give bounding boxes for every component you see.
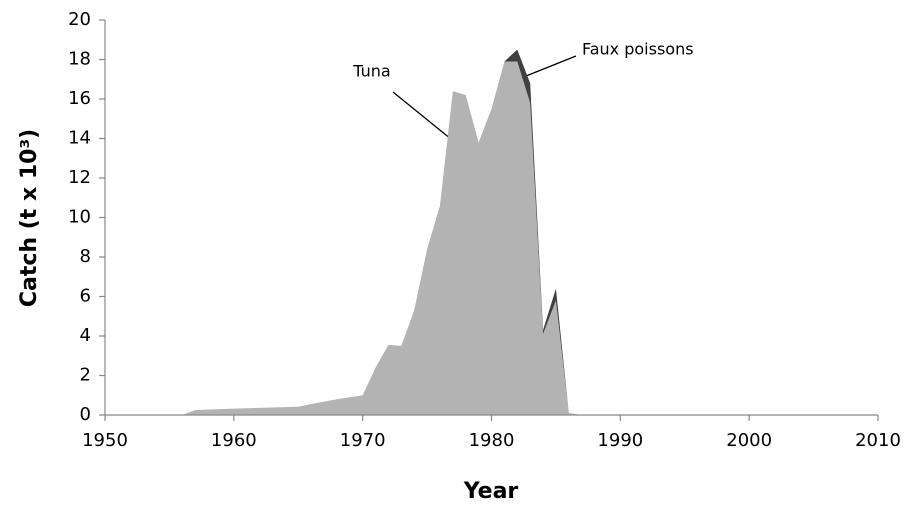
y-tick-label: 18: [68, 49, 91, 70]
y-tick-label: 6: [80, 286, 91, 307]
x-tick-label: 2010: [855, 430, 901, 451]
annotation: Tuna: [352, 62, 390, 81]
area: [105, 61, 878, 415]
leader-line: [520, 55, 577, 79]
y-tick-label: 14: [68, 128, 91, 149]
x-axis-title: Year: [463, 479, 519, 504]
y-tick-label: 16: [68, 88, 91, 109]
x-tick-label: 1990: [597, 430, 643, 451]
y-axis-title: Catch (t x 10³): [17, 129, 42, 307]
y-tick-label: 0: [80, 404, 91, 425]
y-tick-label: 12: [68, 167, 91, 188]
x-tick-label: 1970: [340, 430, 386, 451]
x-tick-label: 1960: [211, 430, 257, 451]
y-tick-label: 20: [68, 9, 91, 30]
annotation: Faux poissons: [582, 40, 694, 59]
x-tick-label: 1950: [82, 430, 128, 451]
y-tick-label: 8: [80, 246, 91, 267]
x-tick-label: 1980: [469, 430, 515, 451]
y-tick-label: 2: [80, 365, 91, 386]
y-tick-label: 4: [80, 325, 91, 346]
x-tick-label: 2000: [726, 430, 772, 451]
y-tick-label: 10: [68, 207, 91, 228]
